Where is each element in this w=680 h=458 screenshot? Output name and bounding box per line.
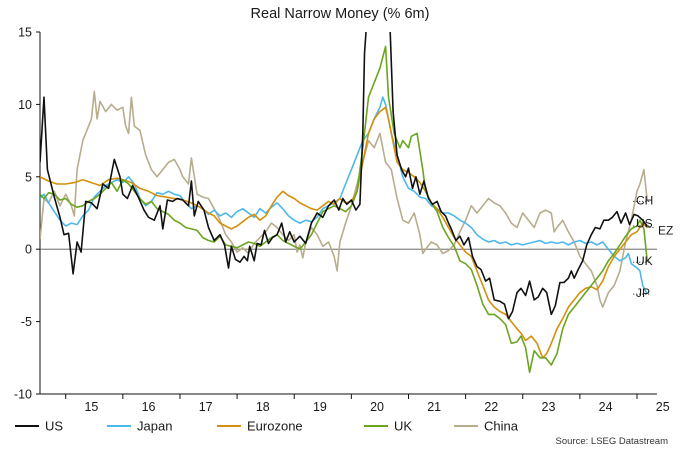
- y-tick-label: 15: [18, 26, 32, 40]
- series-line-china: [40, 90, 649, 308]
- x-tick-label: 17: [199, 400, 213, 414]
- end-label-ch: CH: [636, 193, 653, 207]
- x-tick-label: 16: [142, 400, 156, 414]
- legend-label-us: US: [45, 419, 63, 434]
- legend-label-japan: Japan: [137, 419, 172, 434]
- y-tick-label: -5: [21, 315, 32, 329]
- series-lines: [40, 32, 649, 374]
- legend: US Japan Eurozone UK China: [15, 419, 519, 434]
- end-label-ez: EZ: [658, 224, 673, 238]
- end-label-us: US: [636, 216, 653, 230]
- x-tick-label: 19: [313, 400, 327, 414]
- y-tick-label: 0: [25, 243, 32, 257]
- x-tick-label: 22: [484, 400, 498, 414]
- series-line-uk: [40, 45, 649, 374]
- series-line-japan: [40, 96, 649, 295]
- x-tick-label: 21: [427, 400, 441, 414]
- y-tick-label: -10: [14, 388, 32, 402]
- axes: 15 10 5 0 -5 -10 15 16 17 18 19 20 21 22 23 24 25: [14, 26, 670, 415]
- chart-title: Real Narrow Money (% 6m): [251, 6, 430, 22]
- y-tick-label: 5: [25, 170, 32, 184]
- series-line-eurozone: [40, 106, 648, 359]
- source-note: Source: LSEG Datastream: [556, 436, 669, 447]
- x-tick-label: 25: [656, 400, 670, 414]
- legend-label-china: China: [484, 419, 519, 434]
- end-labels: US JP EZ UK CH: [633, 193, 673, 300]
- x-tick-label: 24: [599, 400, 613, 414]
- end-label-jp: JP: [636, 286, 650, 300]
- x-tick-label: 18: [256, 400, 270, 414]
- x-tick-label: 20: [370, 400, 384, 414]
- x-tick-label: 15: [84, 400, 98, 414]
- legend-label-uk: UK: [394, 419, 412, 434]
- y-tick-label: 10: [18, 98, 32, 112]
- x-tick-label: 23: [542, 400, 556, 414]
- series-line-us: [40, 32, 648, 320]
- legend-label-eurozone: Eurozone: [247, 419, 303, 434]
- end-label-uk: UK: [636, 254, 653, 268]
